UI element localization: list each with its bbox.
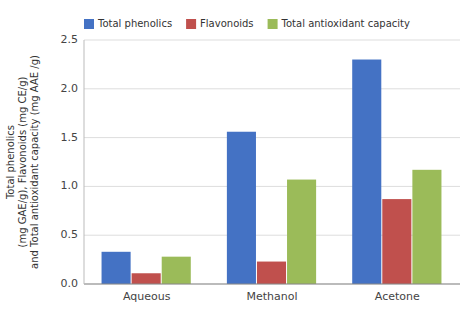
grid-line <box>84 88 460 89</box>
legend-label: Total phenolics <box>97 18 172 29</box>
chart: 0.00.51.01.52.02.5Total phenolics(mg GAE… <box>0 0 474 314</box>
y-tick-label: 1.5 <box>61 131 79 144</box>
bar <box>102 252 131 284</box>
legend-swatch <box>84 19 94 29</box>
y-axis-label-line: and Total antioxidant capacity (mg AAE /… <box>29 55 40 269</box>
bar <box>257 262 286 284</box>
x-axis-line <box>84 284 460 285</box>
bar <box>227 132 256 284</box>
grid <box>84 40 460 284</box>
x-tick-label: Acetone <box>375 290 420 303</box>
x-tick-label: Aqueous <box>123 290 171 303</box>
y-axis-label: Total phenolics(mg GAE/g), Flavonoids (m… <box>5 55 40 269</box>
bar <box>412 170 441 284</box>
grid-line <box>84 40 460 41</box>
legend-swatch <box>186 19 196 29</box>
y-tick-label: 2.0 <box>61 82 79 95</box>
legend-swatch <box>268 19 278 29</box>
legend-label: Total antioxidant capacity <box>281 18 410 29</box>
y-axis-line <box>84 40 85 284</box>
y-axis: 0.0 0.5 1.0 1.5 2.0 2.5 <box>61 33 79 290</box>
grid-line <box>84 186 460 187</box>
bar <box>382 199 411 284</box>
y-axis-label-line: (mg GAE/g), Flavonoids (mg CE/g) <box>17 77 28 248</box>
y-axis-label-line: Total phenolics <box>5 125 16 200</box>
bar <box>352 60 381 284</box>
y-tick-label: 0.0 <box>61 277 79 290</box>
bar <box>132 273 161 284</box>
x-tick-label: Methanol <box>246 290 297 303</box>
x-axis: Aqueous Methanol Acetone <box>123 290 420 303</box>
y-tick-label: 2.5 <box>61 33 79 46</box>
bars <box>102 60 442 284</box>
y-tick-label: 0.5 <box>61 228 79 241</box>
bar <box>287 180 316 284</box>
grid-line <box>84 137 460 138</box>
y-tick-label: 1.0 <box>61 179 79 192</box>
legend-label: Flavonoids <box>200 18 254 29</box>
grid-line <box>84 284 460 285</box>
bar <box>162 257 191 284</box>
legend: Total phenolics Flavonoids Total antioxida… <box>84 18 410 29</box>
